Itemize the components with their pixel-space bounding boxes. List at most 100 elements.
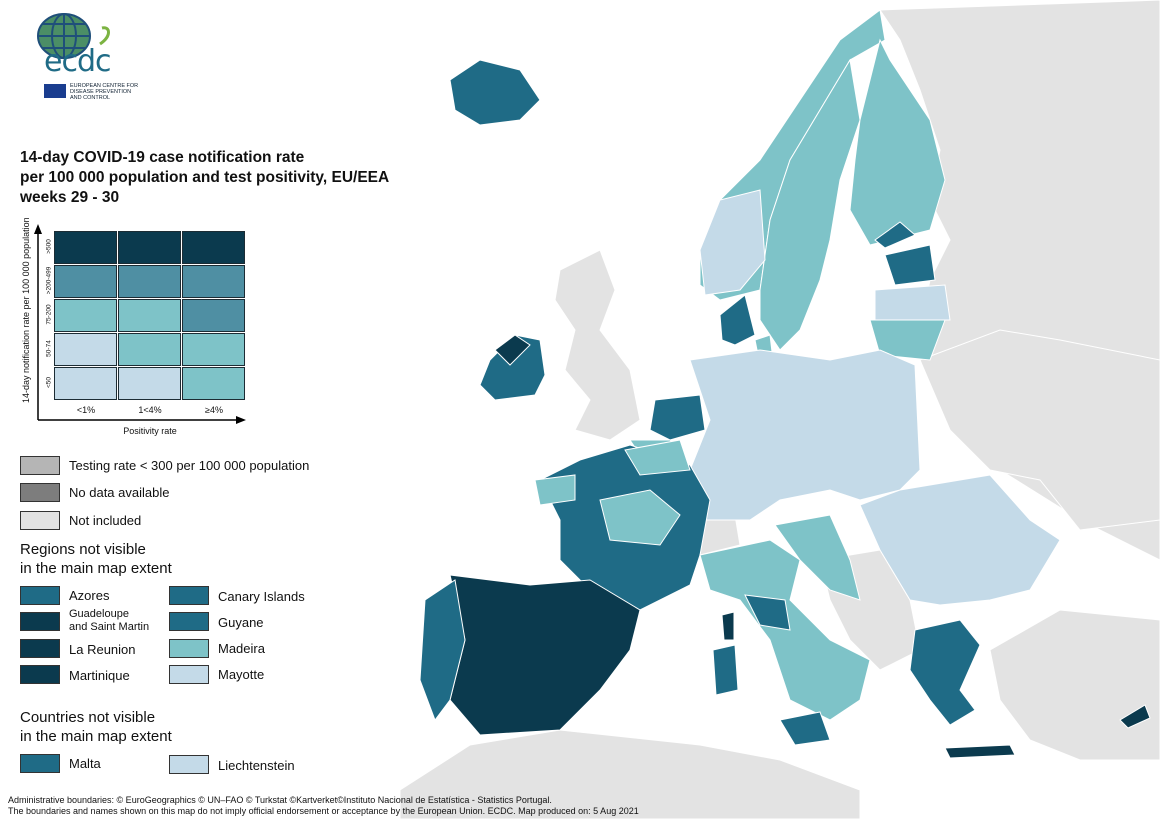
heading-line: in the main map extent <box>20 728 172 745</box>
matrix-col-label: 1<4% <box>138 405 162 415</box>
legend-label: Azores <box>69 588 110 603</box>
country-latvia <box>874 284 951 321</box>
matrix-row-label: >200-499 <box>45 266 53 295</box>
matrix-cell <box>182 333 245 366</box>
matrix-col-label: <1% <box>76 405 96 415</box>
x-axis-label: Positivity rate <box>123 426 177 436</box>
heading-line: Regions not visible <box>20 541 146 558</box>
country-cyprus <box>1119 704 1151 729</box>
country-estonia <box>884 244 936 286</box>
matrix-row-label: <50 <box>45 376 53 389</box>
legend-swatch <box>20 511 60 530</box>
section-heading: Countries not visible in the main map ex… <box>20 708 172 746</box>
legend-label-line: Guadeloupe <box>69 608 129 620</box>
region-central-europe <box>689 349 921 521</box>
country-iceland <box>449 59 541 126</box>
legend-label: Guadeloupe and Saint Martin <box>69 608 149 634</box>
matrix-row-label: >500 <box>45 239 53 254</box>
matrix-row-label: 75-200 <box>45 304 53 325</box>
legend-label: La Reunion <box>69 642 136 657</box>
country-crete <box>944 744 1016 759</box>
title-line: per 100 000 population and test positivi… <box>20 169 390 186</box>
region-tuscany <box>744 594 791 631</box>
matrix-col-label: ≥4% <box>205 405 223 415</box>
heading-line: Countries not visible <box>20 709 156 726</box>
matrix-cell <box>118 333 181 366</box>
legend-swatch <box>20 483 60 502</box>
country-spain <box>449 574 641 736</box>
legend-label: Madeira <box>218 641 265 656</box>
country-corsica <box>721 611 735 641</box>
country-greece <box>909 619 981 726</box>
section-heading: Regions not visible in the main map exte… <box>20 540 172 578</box>
region-belarus-ukraine <box>919 329 1160 531</box>
country-portugal <box>419 579 466 722</box>
matrix-cell <box>118 367 181 400</box>
matrix-cell <box>54 265 117 298</box>
logo-subtitle: EUROPEAN CENTRE FOR DISEASE PREVENTION A… <box>70 83 150 101</box>
eu-flag-icon <box>44 84 66 98</box>
matrix-cell <box>182 265 245 298</box>
region-brittany <box>534 474 576 506</box>
legend-label: Testing rate < 300 per 100 000 populatio… <box>69 458 310 473</box>
legend-label: Martinique <box>69 668 130 683</box>
logo-subtitle-line: DISEASE PREVENTION <box>70 89 132 95</box>
country-ireland <box>479 334 546 401</box>
region-uk <box>554 249 641 441</box>
legend-label: Not included <box>69 513 142 528</box>
country-sweden-south <box>699 189 766 296</box>
footer-disclaimer: The boundaries and names shown on this m… <box>8 806 639 816</box>
country-sweden <box>759 58 861 351</box>
region-france-central <box>599 489 681 546</box>
footer-attribution: Administrative boundaries: © EuroGeograp… <box>8 795 552 805</box>
matrix-cell <box>54 231 117 264</box>
matrix-cell <box>54 333 117 366</box>
legend-swatch <box>169 586 209 605</box>
matrix-cell <box>182 231 245 264</box>
y-arrow-icon <box>34 224 42 234</box>
legend-label: No data available <box>69 485 170 500</box>
region-northern-ireland <box>494 334 531 366</box>
matrix-cell <box>118 265 181 298</box>
region-romania-bulgaria <box>859 474 1061 606</box>
matrix-cell <box>54 367 117 400</box>
logo-wordmark: ecdc <box>44 44 111 79</box>
legend-swatch <box>169 612 209 631</box>
title-line: 14-day COVID-19 case notification rate <box>20 149 305 166</box>
legend-label: Canary Islands <box>218 589 305 604</box>
region-paris <box>624 439 691 476</box>
y-axis-label: 14-day notification rate per 100 000 pop… <box>21 217 31 403</box>
matrix-cell <box>118 231 181 264</box>
x-arrow-icon <box>236 416 246 424</box>
legend-swatch <box>20 456 60 475</box>
legend-swatch <box>169 665 209 684</box>
matrix-cell <box>54 299 117 332</box>
legend-label-line: and Saint Martin <box>69 621 150 633</box>
matrix-row-label: 50-74 <box>45 340 53 357</box>
country-croatia <box>774 514 861 601</box>
legend-axes <box>34 224 246 424</box>
legend-swatch <box>169 755 209 774</box>
logo-subtitle-line: AND CONTROL <box>70 95 111 101</box>
matrix-cell <box>182 367 245 400</box>
region-north-africa <box>399 729 861 819</box>
legend-label: Malta <box>69 756 101 771</box>
logo-subtitle-line: EUROPEAN CENTRE FOR <box>70 83 139 89</box>
ecdc-logo <box>37 13 110 59</box>
heading-line: in the main map extent <box>20 560 172 577</box>
country-lithuania <box>869 319 946 361</box>
legend-label: Mayotte <box>218 667 265 682</box>
legend-label: Liechtenstein <box>218 758 295 773</box>
legend-swatch <box>20 612 60 631</box>
matrix-cell <box>182 299 245 332</box>
legend-swatch <box>20 754 60 773</box>
legend-label: Guyane <box>218 615 264 630</box>
legend-swatch <box>20 586 60 605</box>
region-turkey <box>989 609 1160 761</box>
region-sicily <box>779 711 831 746</box>
map-title: 14-day COVID-19 case notification rate p… <box>20 148 450 208</box>
country-denmark <box>719 294 756 346</box>
legend-swatch <box>20 639 60 658</box>
country-sardinia <box>712 644 739 696</box>
